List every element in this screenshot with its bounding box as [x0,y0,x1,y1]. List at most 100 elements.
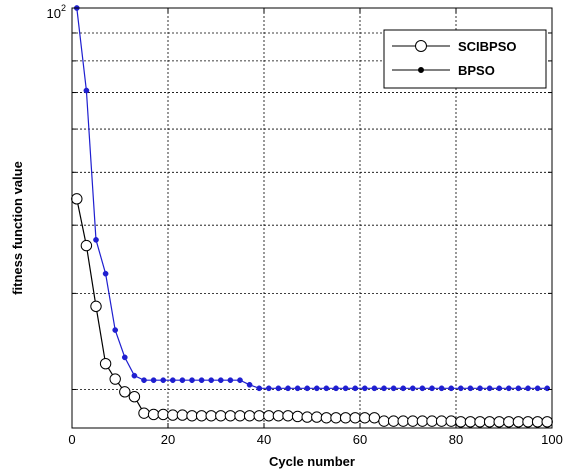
data-point-scibpso [205,410,217,422]
data-point-scibpso [291,410,304,423]
x-tick-label: 80 [449,432,463,447]
data-point-scibpso [109,373,121,385]
data-point-bpso [534,385,541,392]
data-point-bpso [333,385,339,392]
data-point-bpso [141,377,147,384]
data-point-bpso [323,385,330,392]
data-point-bpso [265,385,272,392]
data-point-scibpso [445,415,457,427]
data-point-bpso [477,385,483,392]
data-point-scibpso [368,412,381,424]
data-point-scibpso [330,412,342,424]
data-point-scibpso [349,412,361,424]
data-point-bpso [381,385,387,392]
data-point-scibpso [157,408,169,421]
data-point-scibpso [224,410,237,422]
data-point-scibpso [282,410,294,422]
data-point-bpso [304,385,311,392]
data-point-bpso [429,385,435,392]
data-point-bpso [486,385,493,392]
series-markers [71,5,553,428]
data-point-bpso [169,377,176,384]
data-point-bpso [544,385,551,392]
legend-label-bpso: BPSO [458,63,495,78]
data-point-bpso [217,377,224,384]
data-point-scibpso [531,416,544,428]
x-tick-label: 40 [257,432,271,447]
data-point-bpso [160,377,167,384]
data-point-scibpso [522,416,534,428]
data-point-bpso [361,385,368,392]
data-point-scibpso [320,412,333,424]
data-point-bpso [390,385,397,392]
data-point-scibpso [503,416,515,428]
data-point-scibpso [474,416,486,428]
data-point-bpso [121,354,128,361]
data-point-bpso [467,385,474,392]
data-point-bpso [496,385,503,392]
data-point-bpso [198,377,205,384]
data-point-bpso [505,385,512,392]
data-point-scibpso [263,410,275,422]
data-point-scibpso [339,412,352,424]
x-tick-label: 0 [68,432,75,447]
data-point-scibpso [464,416,477,428]
data-point-scibpso [215,410,227,422]
data-point-scibpso [541,416,553,428]
data-point-scibpso [311,411,323,423]
x-axis-label: Cycle number [269,454,355,469]
data-point-scibpso [176,409,189,421]
data-point-bpso [285,385,291,392]
legend: SCIBPSO BPSO [383,29,547,89]
data-point-bpso [208,377,215,384]
data-point-bpso [409,385,416,392]
data-point-scibpso [99,357,112,370]
data-point-bpso [246,381,253,388]
data-point-bpso [352,385,359,392]
data-point-scibpso [301,411,313,423]
data-point-scibpso [253,410,265,422]
y-tick-label: 102 [47,3,66,21]
data-point-bpso [150,377,157,384]
data-point-scibpso [387,415,400,427]
data-point-bpso [83,87,90,94]
data-point-bpso [256,385,263,392]
data-point-bpso [525,385,531,392]
data-point-bpso [294,385,301,392]
data-point-scibpso [426,415,438,427]
data-point-bpso [189,377,195,384]
data-point-scibpso [359,412,371,424]
data-point-bpso [371,385,378,392]
x-tick-label: 20 [161,432,175,447]
x-tick-label: 100 [541,432,563,447]
data-point-scibpso [493,416,505,428]
data-point-scibpso [138,407,150,419]
data-point-bpso [448,385,455,392]
data-point-scibpso [71,193,83,205]
data-point-scibpso [272,410,285,422]
data-point-scibpso [119,386,131,398]
data-point-scibpso [483,416,496,428]
data-point-bpso [112,327,119,333]
data-point-scibpso [435,415,448,427]
axis-ticks: 0 20 40 60 80 100 102 [47,3,563,447]
data-point-bpso [102,270,109,277]
data-point-bpso [179,377,186,384]
data-point-scibpso [147,408,160,421]
data-point-scibpso [186,410,198,422]
x-tick-label: 60 [353,432,367,447]
data-point-bpso [457,385,464,392]
data-point-bpso [131,372,138,379]
data-point-bpso [515,385,522,392]
data-point-bpso [93,237,99,243]
data-point-bpso [227,377,234,384]
legend-box [383,29,547,89]
data-point-scibpso [128,390,141,403]
data-point-scibpso [407,415,419,427]
data-point-bpso [438,385,445,392]
data-point-scibpso [195,410,208,422]
data-point-scibpso [80,239,93,252]
data-point-bpso [275,385,282,392]
data-point-scibpso [397,415,409,427]
